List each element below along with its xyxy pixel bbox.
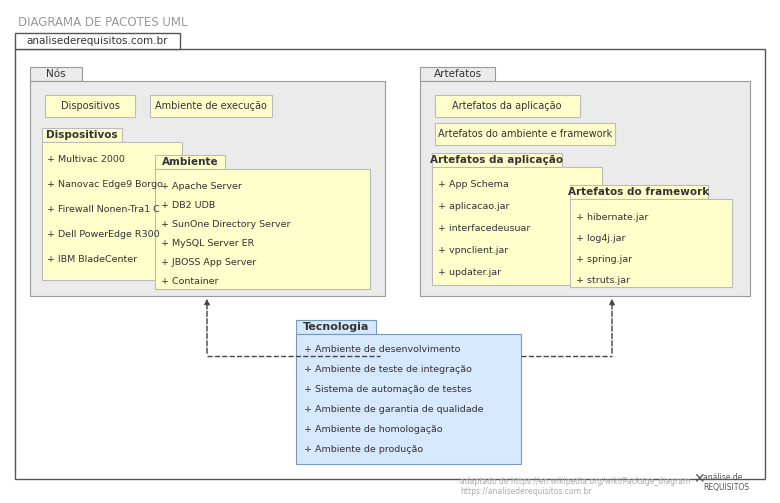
Text: + Ambiente de desenvolvimento: + Ambiente de desenvolvimento: [304, 345, 460, 354]
Bar: [155, 155, 225, 169]
Bar: [42, 142, 182, 280]
Text: Dispositivos: Dispositivos: [61, 101, 119, 111]
Text: + Ambiente de produção: + Ambiente de produção: [304, 445, 423, 454]
Text: DIAGRAMA DE PACOTES UML: DIAGRAMA DE PACOTES UML: [18, 16, 187, 29]
Bar: [420, 81, 750, 296]
Text: + updater.jar: + updater.jar: [438, 268, 501, 277]
Text: + hibernate.jar: + hibernate.jar: [576, 213, 648, 222]
Text: + Ambiente de garantia de qualidade: + Ambiente de garantia de qualidade: [304, 405, 484, 414]
Bar: [15, 33, 180, 49]
Bar: [30, 67, 82, 81]
Bar: [296, 320, 376, 334]
Text: + Ambiente de homologação: + Ambiente de homologação: [304, 425, 442, 434]
Text: + App Schema: + App Schema: [438, 180, 509, 189]
Text: + Nanovac Edge9 Borgo: + Nanovac Edge9 Borgo: [47, 180, 163, 189]
Text: + IBM BladeCenter: + IBM BladeCenter: [47, 255, 137, 264]
Text: + Sistema de automação de testes: + Sistema de automação de testes: [304, 385, 472, 394]
Text: analisederequisitos.com.br: analisederequisitos.com.br: [27, 36, 168, 46]
Text: https://analisederequisitos.com.br: https://analisederequisitos.com.br: [460, 487, 591, 496]
Text: + JBOSS App Server: + JBOSS App Server: [161, 258, 257, 267]
Text: ✕: ✕: [693, 472, 704, 486]
Bar: [435, 95, 580, 117]
Text: Artefatos da aplicação: Artefatos da aplicação: [452, 101, 562, 111]
Bar: [42, 128, 122, 142]
Text: Ambiente de execução: Ambiente de execução: [155, 101, 267, 111]
Bar: [432, 167, 602, 285]
Text: + MySQL Server ER: + MySQL Server ER: [161, 239, 254, 248]
Text: + DB2 UDB: + DB2 UDB: [161, 201, 215, 210]
Text: + spring.jar: + spring.jar: [576, 255, 632, 264]
Bar: [570, 199, 732, 287]
Text: análise de
REQUISITOS: análise de REQUISITOS: [703, 473, 749, 492]
Bar: [30, 81, 385, 296]
Text: + Apache Server: + Apache Server: [161, 182, 242, 191]
Text: + Container: + Container: [161, 277, 218, 286]
Text: + log4j.jar: + log4j.jar: [576, 234, 626, 243]
Text: + vpnclient.jar: + vpnclient.jar: [438, 246, 509, 255]
Text: + interfacedeusuar: + interfacedeusuar: [438, 224, 530, 233]
Text: Artefatos do ambiente e framework: Artefatos do ambiente e framework: [438, 129, 612, 139]
Bar: [155, 169, 370, 289]
Text: Artefatos da aplicação: Artefatos da aplicação: [431, 155, 564, 165]
Text: + Dell PowerEdge R300: + Dell PowerEdge R300: [47, 230, 160, 239]
Text: + SunOne Directory Server: + SunOne Directory Server: [161, 220, 290, 229]
Text: Artefatos: Artefatos: [434, 69, 481, 79]
Bar: [45, 95, 135, 117]
Bar: [150, 95, 272, 117]
Text: Nós: Nós: [46, 69, 66, 79]
Text: + struts.jar: + struts.jar: [576, 276, 630, 285]
Text: + Ambiente de teste de integração: + Ambiente de teste de integração: [304, 365, 472, 374]
Text: Ambiente: Ambiente: [161, 157, 218, 167]
Text: Tecnologia: Tecnologia: [303, 322, 369, 332]
Text: + Multivac 2000: + Multivac 2000: [47, 155, 125, 164]
Text: Artefatos do framework: Artefatos do framework: [569, 187, 710, 197]
Text: + Firewall Nonen-Tra1 C: + Firewall Nonen-Tra1 C: [47, 205, 160, 214]
Bar: [420, 67, 495, 81]
Text: Dispositivos: Dispositivos: [46, 130, 118, 140]
Bar: [296, 334, 521, 464]
Text: + aplicacao.jar: + aplicacao.jar: [438, 202, 509, 211]
Bar: [435, 123, 615, 145]
Text: adaptado de https://en.wikipedia.org/wiki/Package_diagram: adaptado de https://en.wikipedia.org/wik…: [460, 477, 690, 486]
Bar: [15, 49, 765, 479]
Bar: [432, 153, 562, 167]
Bar: [570, 185, 708, 199]
